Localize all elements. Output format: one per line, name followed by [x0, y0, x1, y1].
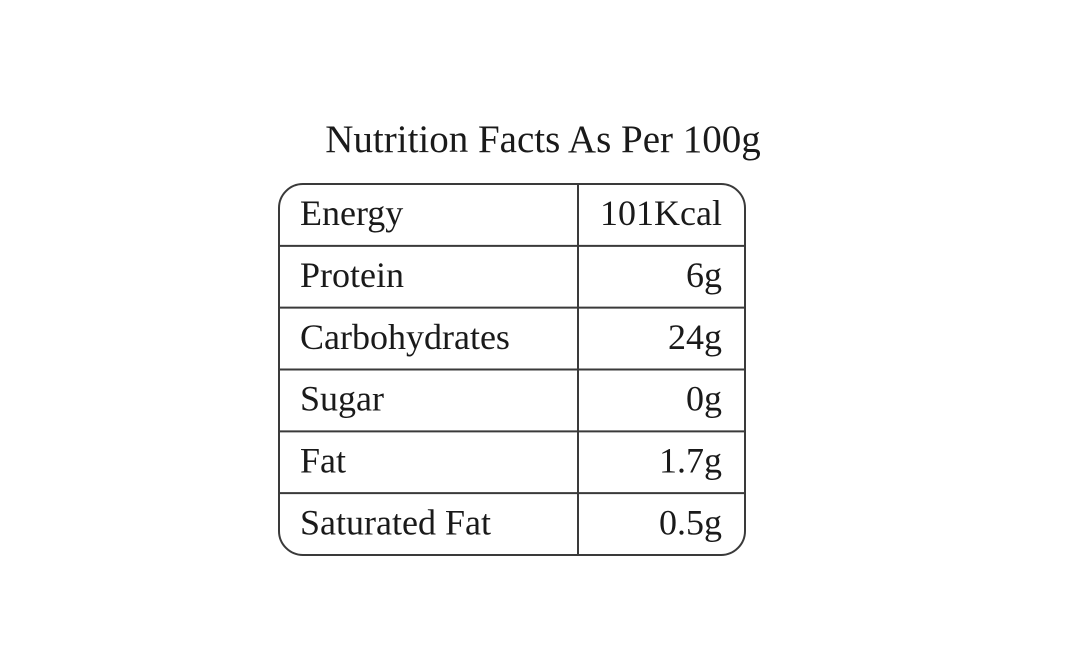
nutrient-amount: 101Kcal: [600, 193, 722, 233]
nutrient-name: Saturated Fat: [300, 502, 491, 542]
nutrient-name: Protein: [300, 255, 404, 295]
nutrient-amount: 6g: [686, 255, 722, 295]
nutrient-amount: 24g: [668, 317, 722, 357]
nutrient-amount: 0.5g: [659, 502, 722, 542]
nutrient-amount: 1.7g: [659, 441, 722, 481]
nutrient-name: Fat: [300, 441, 346, 481]
nutrient-name: Sugar: [300, 379, 384, 419]
nutrient-name: Energy: [300, 193, 403, 233]
nutrient-amount: 0g: [686, 379, 722, 419]
title: Nutrition Facts As Per 100g: [325, 118, 761, 161]
nutrient-name: Carbohydrates: [300, 317, 510, 357]
